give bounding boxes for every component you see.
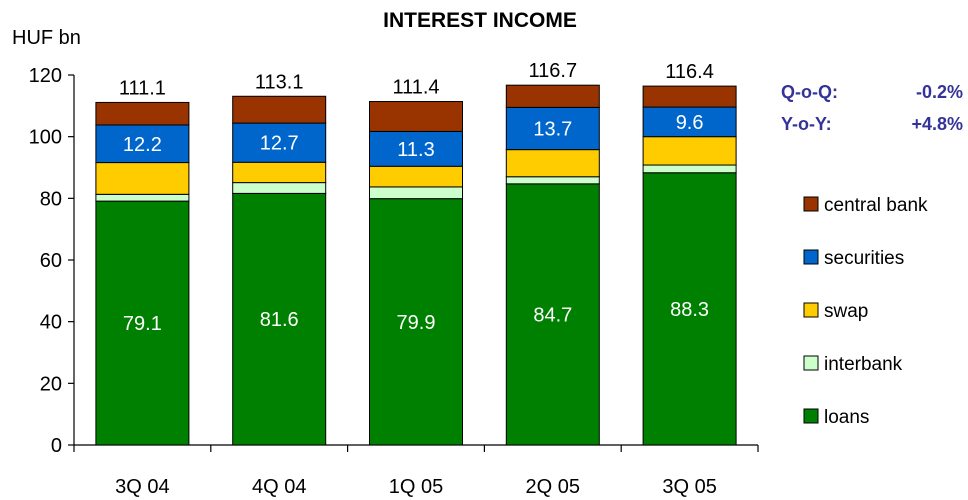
- bar-segment-central-bank: [95, 101, 190, 126]
- data-label-securities: 9.6: [676, 112, 704, 134]
- legend-label: swap: [824, 301, 868, 322]
- data-label-loans: 81.6: [260, 309, 299, 331]
- legend-swatch: [803, 408, 819, 424]
- x-tick-label: 4Q 04: [252, 476, 306, 498]
- annotation-label: Y-o-Y:: [781, 114, 832, 134]
- data-label-loans: 79.1: [123, 313, 162, 335]
- data-label-loans: 79.9: [397, 312, 436, 334]
- annotation-value: -0.2%: [916, 82, 963, 102]
- x-tick-label: 2Q 05: [526, 476, 580, 498]
- legend-swatch: [803, 249, 819, 265]
- plot-area: 0 20 40 60 80 100 120 79.1 12.2 111.1 3Q 04 81.6 12.…: [29, 60, 759, 498]
- y-tick-label: 20: [40, 373, 62, 395]
- legend-label: central bank: [824, 195, 928, 216]
- bar-segment-loans: [369, 198, 463, 446]
- legend-label: loans: [824, 407, 869, 428]
- bar-segment-interbank: [232, 182, 327, 194]
- bar-segment-interbank: [642, 164, 737, 174]
- bar-segment-interbank: [369, 186, 463, 200]
- annotation-label: Q-o-Q:: [781, 82, 838, 102]
- bar-segment-swap: [369, 165, 463, 188]
- chart-title: INTEREST INCOME: [383, 9, 577, 32]
- bar-segment-interbank: [95, 193, 190, 202]
- bar-segment-central-bank: [369, 101, 463, 132]
- bar-segment-swap: [642, 136, 737, 166]
- bar-segment-loans: [95, 200, 190, 446]
- bar-segment-central-bank: [505, 84, 600, 108]
- growth-annotations: Q-o-Q: -0.2% Y-o-Y: +4.8%: [781, 82, 963, 134]
- y-tick-label: 0: [51, 435, 62, 457]
- data-label-securities: 12.2: [123, 134, 162, 156]
- bar-segment-central-bank: [232, 95, 327, 124]
- total-label: 111.4: [392, 77, 439, 99]
- legend-swatch: [803, 302, 819, 318]
- data-label-securities: 12.7: [260, 133, 299, 155]
- y-tick-label: 60: [40, 250, 62, 272]
- y-tick-label: 120: [29, 65, 62, 87]
- bar-segment-swap: [232, 161, 327, 184]
- x-tick-label: 3Q 05: [662, 476, 716, 498]
- bar-segment-loans: [232, 192, 327, 446]
- bar-segment-loans: [642, 172, 737, 446]
- total-label: 116.7: [529, 60, 578, 82]
- legend-swatch: [803, 196, 819, 212]
- data-label-securities: 13.7: [533, 118, 572, 140]
- bar-segment-securities: [505, 106, 600, 151]
- y-tick-label: 40: [40, 312, 62, 334]
- total-label: 113.1: [255, 71, 304, 93]
- data-label-securities: 11.3: [397, 139, 434, 161]
- y-tick-label: 80: [40, 188, 62, 210]
- bar-segment-central-bank: [642, 85, 737, 108]
- y-axis-unit-label: HUF bn: [12, 27, 81, 49]
- x-tick-label: 3Q 04: [115, 476, 169, 498]
- bar-segment-securities: [95, 124, 190, 164]
- legend-swatch: [803, 355, 819, 371]
- y-tick-label: 100: [29, 127, 62, 149]
- bar-segment-swap: [505, 149, 600, 178]
- legend: central bank securities swap interbank loans: [803, 195, 928, 428]
- bar-segment-swap: [95, 162, 190, 195]
- annotation-value: +4.8%: [911, 114, 963, 134]
- x-tick-label: 1Q 05: [389, 476, 443, 498]
- bar-segment-securities: [232, 122, 327, 163]
- data-label-loans: 88.3: [670, 299, 709, 321]
- legend-label: interbank: [824, 354, 903, 375]
- bar-segment-securities: [642, 106, 737, 138]
- total-label: 116.4: [665, 61, 714, 83]
- bar-segment-securities: [369, 130, 463, 167]
- total-label: 111.1: [119, 77, 166, 99]
- legend-label: securities: [824, 248, 904, 269]
- data-label-loans: 84.7: [533, 304, 572, 326]
- bar-segment-interbank: [505, 176, 600, 185]
